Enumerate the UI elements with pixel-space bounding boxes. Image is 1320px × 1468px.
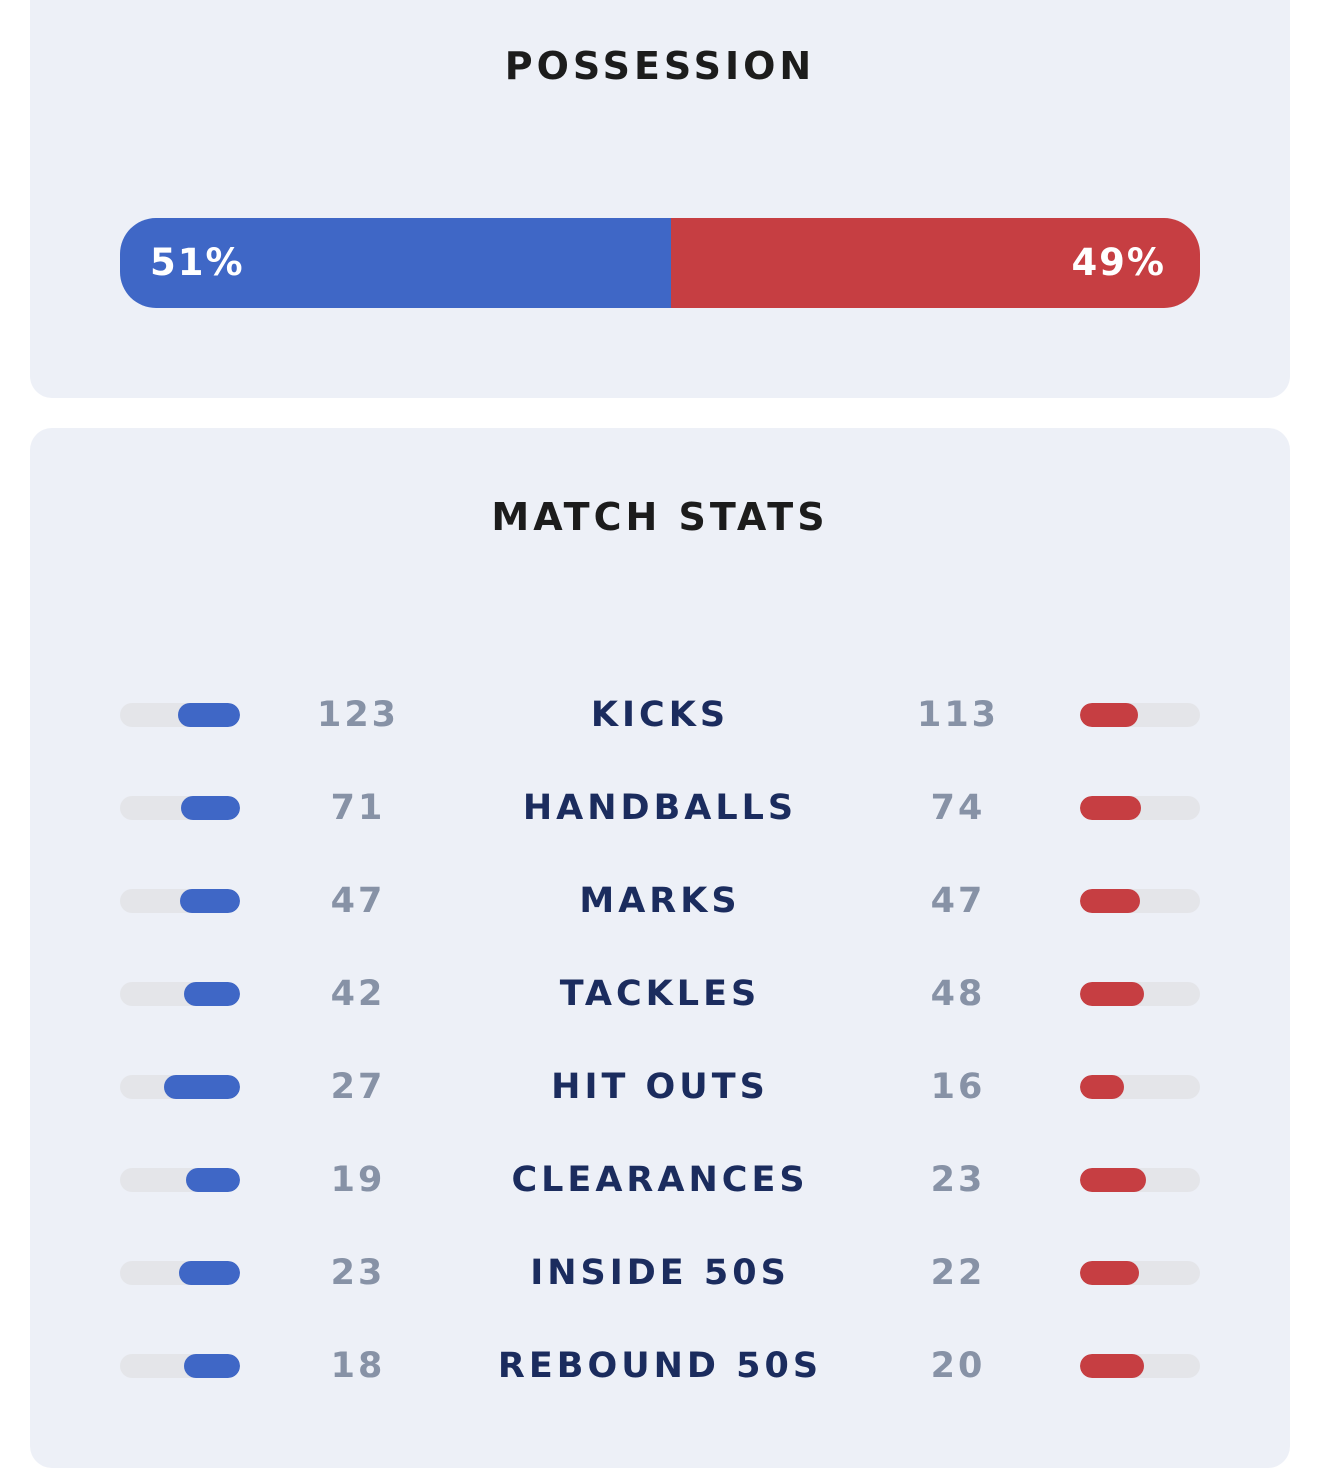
home-stat-value: 123 <box>316 695 400 735</box>
home-stat-bar <box>120 703 240 727</box>
possession-bar: 51% 49% <box>120 218 1200 308</box>
away-stat-bar <box>1080 1168 1200 1192</box>
possession-home-percent: 51% <box>150 241 245 284</box>
away-stat-value: 113 <box>916 695 1000 735</box>
away-stat-bar-fill <box>1080 1075 1124 1099</box>
match-stats-title: MATCH STATS <box>491 495 829 539</box>
away-stat-bar <box>1080 1354 1200 1378</box>
match-stats-card: MATCH STATS 123 KICKS 113 71 HANDBALLS 7… <box>30 428 1290 1468</box>
home-stat-bar-fill <box>178 703 240 727</box>
home-stat-bar-fill <box>184 982 240 1006</box>
home-stat-bar-fill <box>179 1261 240 1285</box>
home-stat-value: 71 <box>330 788 386 828</box>
possession-home-segment: 51% <box>120 218 671 308</box>
away-stat-bar <box>1080 1075 1200 1099</box>
home-stat-bar-fill <box>186 1168 240 1192</box>
home-stat-bar <box>120 1075 240 1099</box>
possession-title: POSSESSION <box>504 44 816 88</box>
away-stat-bar <box>1080 703 1200 727</box>
away-stat-value: 22 <box>930 1253 986 1293</box>
home-stat-bar-fill <box>164 1075 240 1099</box>
home-stat-bar-fill <box>180 889 240 913</box>
home-stat-bar <box>120 1354 240 1378</box>
stat-label: HANDBALLS <box>522 788 798 828</box>
home-stat-bar-fill <box>181 796 240 820</box>
away-stat-value: 74 <box>930 788 986 828</box>
away-stat-value: 48 <box>930 974 986 1014</box>
away-stat-value: 47 <box>930 881 986 921</box>
away-stat-bar-fill <box>1080 1354 1144 1378</box>
possession-card: POSSESSION 51% 49% <box>30 0 1290 398</box>
away-stat-value: 16 <box>930 1067 986 1107</box>
home-stat-value: 18 <box>330 1346 386 1386</box>
away-stat-bar <box>1080 1261 1200 1285</box>
possession-away-segment: 49% <box>670 218 1200 308</box>
stat-label: KICKS <box>590 695 730 735</box>
home-stat-value: 19 <box>330 1160 386 1200</box>
away-stat-bar-fill <box>1080 796 1141 820</box>
home-stat-bar-fill <box>184 1354 240 1378</box>
home-stat-bar <box>120 889 240 913</box>
stat-label: CLEARANCES <box>511 1160 809 1200</box>
possession-away-percent: 49% <box>1071 241 1166 284</box>
away-stat-value: 23 <box>930 1160 986 1200</box>
away-stat-bar-fill <box>1080 982 1144 1006</box>
away-stat-value: 20 <box>930 1346 986 1386</box>
away-stat-bar-fill <box>1080 1261 1139 1285</box>
home-stat-value: 23 <box>330 1253 386 1293</box>
away-stat-bar-fill <box>1080 703 1138 727</box>
stat-row-kicks: 123 KICKS 113 <box>30 685 1290 745</box>
stat-row-inside-50s: 23 INSIDE 50S 22 <box>30 1243 1290 1303</box>
away-stat-bar-fill <box>1080 1168 1146 1192</box>
home-stat-value: 42 <box>330 974 386 1014</box>
home-stat-bar <box>120 982 240 1006</box>
away-stat-bar-fill <box>1080 889 1140 913</box>
stat-label: TACKLES <box>559 974 761 1014</box>
stat-row-handballs: 71 HANDBALLS 74 <box>30 778 1290 838</box>
away-stat-bar <box>1080 796 1200 820</box>
stat-row-marks: 47 MARKS 47 <box>30 871 1290 931</box>
stat-label: INSIDE 50S <box>530 1253 790 1293</box>
stat-row-clearances: 19 CLEARANCES 23 <box>30 1150 1290 1210</box>
stat-label: REBOUND 50S <box>497 1346 823 1386</box>
away-stat-bar <box>1080 982 1200 1006</box>
home-stat-value: 47 <box>330 881 386 921</box>
stat-label: MARKS <box>579 881 741 921</box>
away-stat-bar <box>1080 889 1200 913</box>
home-stat-bar <box>120 1261 240 1285</box>
stat-label: HIT OUTS <box>551 1067 769 1107</box>
home-stat-bar <box>120 1168 240 1192</box>
home-stat-value: 27 <box>330 1067 386 1107</box>
home-stat-bar <box>120 796 240 820</box>
stat-row-hit-outs: 27 HIT OUTS 16 <box>30 1057 1290 1117</box>
stat-row-tackles: 42 TACKLES 48 <box>30 964 1290 1024</box>
stat-row-rebound-50s: 18 REBOUND 50S 20 <box>30 1336 1290 1396</box>
